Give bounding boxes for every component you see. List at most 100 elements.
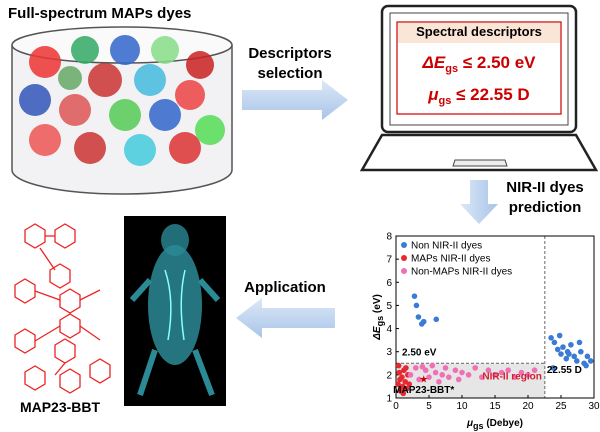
data-point bbox=[479, 374, 485, 380]
data-point bbox=[574, 358, 580, 364]
y-tick-label: 4 bbox=[386, 324, 392, 335]
arrow bbox=[242, 80, 348, 120]
descriptor-header: Spectral descriptors bbox=[416, 24, 542, 39]
y-tick-label: 5 bbox=[386, 301, 392, 312]
x-axis-label: μgs (Debye) bbox=[466, 418, 523, 431]
data-point bbox=[505, 367, 512, 374]
axis-label: (eV) bbox=[372, 294, 383, 316]
data-point bbox=[485, 367, 492, 374]
step2-label: prediction bbox=[509, 199, 582, 216]
data-point bbox=[518, 369, 525, 376]
legend-label: Non NIR-II dyes bbox=[411, 241, 482, 252]
data-point bbox=[556, 332, 563, 339]
y-tick-label: 6 bbox=[386, 278, 392, 289]
data-point bbox=[452, 367, 459, 374]
nir-image bbox=[124, 216, 226, 406]
legend-marker bbox=[401, 255, 407, 261]
data-point bbox=[416, 376, 422, 383]
y-tick-label: 8 bbox=[386, 232, 392, 243]
region-label: NIR-II region bbox=[482, 371, 541, 382]
y-tick-label: 3 bbox=[386, 347, 392, 358]
axis-label: gs bbox=[375, 316, 385, 327]
step3-label: Application bbox=[244, 279, 326, 296]
step1-label: Descriptors bbox=[248, 45, 331, 62]
highlight-star: ★ bbox=[419, 374, 428, 385]
data-point bbox=[498, 369, 505, 376]
y-tick-label: 2 bbox=[386, 370, 392, 381]
data-point bbox=[459, 369, 465, 376]
highlight-label: MAP23-BBT* bbox=[393, 385, 454, 396]
data-point bbox=[563, 355, 570, 362]
axis-label: μ bbox=[466, 418, 473, 429]
x-tick-label: 25 bbox=[555, 401, 567, 412]
data-point bbox=[568, 341, 574, 348]
axis-label: gs bbox=[473, 421, 484, 431]
data-point bbox=[422, 367, 429, 374]
legend-marker bbox=[401, 242, 407, 248]
data-point bbox=[397, 376, 403, 383]
data-point bbox=[411, 293, 418, 299]
data-point bbox=[558, 351, 564, 357]
data-point bbox=[400, 390, 407, 397]
data-point bbox=[587, 358, 594, 364]
step1-label: selection bbox=[257, 65, 322, 82]
data-point bbox=[554, 346, 561, 353]
x-tick-label: 30 bbox=[588, 401, 600, 412]
arrow bbox=[460, 180, 498, 224]
data-point bbox=[566, 351, 572, 357]
threshold-label: 22.55 D bbox=[547, 365, 582, 376]
legend-label: MAPs NIR-II dyes bbox=[411, 254, 490, 265]
data-point bbox=[413, 365, 419, 371]
axis-label: (Debye) bbox=[484, 418, 523, 429]
data-point bbox=[551, 339, 558, 346]
data-point bbox=[531, 367, 538, 374]
data-point bbox=[436, 379, 442, 385]
molecule-name: MAP23-BBT bbox=[20, 399, 101, 415]
data-point bbox=[439, 372, 446, 378]
library-title: Full-spectrum MAPs dyes bbox=[8, 5, 191, 22]
data-point bbox=[432, 369, 439, 376]
data-point bbox=[406, 381, 413, 387]
dye-container bbox=[11, 26, 233, 195]
data-point bbox=[576, 339, 583, 346]
step2-label: NIR-II dyes bbox=[506, 179, 584, 196]
legend-label: Non-MAPs NIR-II dyes bbox=[411, 267, 512, 278]
molecule-structure bbox=[14, 223, 111, 394]
data-point bbox=[525, 372, 531, 378]
data-point bbox=[396, 369, 403, 376]
x-tick-label: 20 bbox=[522, 401, 534, 412]
data-point bbox=[512, 374, 518, 380]
y-axis-label: ΔEgs (eV) bbox=[372, 294, 385, 341]
x-tick-label: 0 bbox=[393, 401, 399, 412]
criterion: μgs ≤ 22.55 D bbox=[427, 85, 529, 107]
data-point bbox=[395, 362, 402, 369]
data-point bbox=[583, 362, 589, 369]
y-tick-label: 1 bbox=[386, 394, 392, 405]
laptop bbox=[359, 4, 599, 172]
data-point bbox=[560, 344, 566, 350]
data-point bbox=[578, 348, 584, 355]
data-point bbox=[492, 372, 498, 378]
data-point bbox=[548, 335, 554, 341]
x-tick-label: 15 bbox=[489, 401, 501, 412]
data-point bbox=[418, 321, 425, 327]
data-point bbox=[429, 362, 436, 369]
data-point bbox=[433, 316, 440, 323]
y-tick-label: 7 bbox=[386, 255, 392, 266]
legend-marker bbox=[401, 268, 407, 274]
data-point bbox=[415, 314, 422, 320]
data-point bbox=[403, 385, 410, 392]
data-point bbox=[550, 365, 556, 371]
data-point bbox=[403, 365, 409, 371]
x-tick-label: 5 bbox=[426, 401, 432, 412]
data-point bbox=[426, 374, 432, 380]
data-point bbox=[419, 363, 426, 370]
x-tick-label: 10 bbox=[456, 401, 468, 412]
arrow bbox=[236, 298, 335, 338]
data-point bbox=[455, 376, 462, 383]
data-point bbox=[407, 372, 414, 378]
data-point bbox=[571, 353, 577, 360]
data-point bbox=[442, 365, 449, 371]
